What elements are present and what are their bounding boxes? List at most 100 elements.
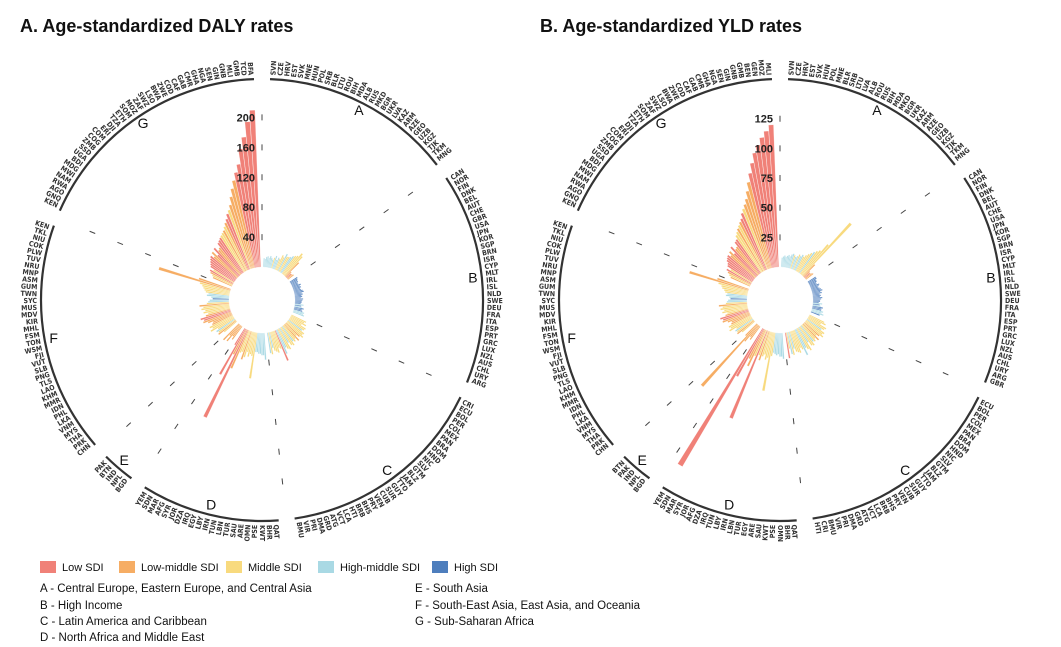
region-letter-g: G	[138, 115, 149, 131]
bar-sur	[279, 327, 293, 346]
bar-ssd	[726, 254, 756, 280]
legend-label: Low SDI	[62, 562, 104, 574]
country-label: NLD	[487, 290, 502, 298]
grid-tick	[207, 374, 213, 380]
country-label: TUV	[544, 254, 560, 264]
country-label: LTU	[336, 76, 348, 90]
bar-bol	[290, 316, 307, 327]
grid-tick	[792, 418, 795, 425]
bar-arg	[292, 311, 305, 317]
bar-esp	[812, 302, 823, 305]
bar-tur	[761, 332, 775, 392]
bar-dnk	[290, 280, 299, 286]
bar-kir	[718, 302, 748, 307]
country-label: TWN	[20, 290, 37, 298]
country-label: TKL	[33, 226, 48, 238]
region-arc-c	[294, 396, 462, 520]
grid-tick	[692, 422, 698, 429]
country-label: IRL	[1003, 269, 1015, 278]
bar-irl	[812, 294, 822, 297]
bar-mne	[267, 255, 272, 268]
country-label: BFA	[246, 62, 255, 76]
country-label: AUS	[477, 358, 493, 370]
bar-vut	[205, 308, 231, 317]
bar-fsm	[201, 304, 230, 311]
bar-kwt	[261, 332, 263, 356]
grid-tick	[191, 360, 197, 366]
country-label: GUM	[21, 282, 38, 291]
bar-col	[807, 316, 827, 330]
bar-swe	[294, 299, 303, 301]
bar-mys	[215, 318, 236, 333]
country-label: ITA	[486, 317, 498, 326]
bar-kwt	[775, 332, 779, 356]
country-label: EGY	[187, 513, 199, 529]
country-label: PSE	[251, 525, 259, 539]
country-label: SVK	[297, 62, 308, 79]
country-label: TUV	[26, 254, 42, 264]
grid-tick	[789, 388, 792, 395]
country-label: LTU	[854, 76, 866, 90]
legend-label: Low-middle SDI	[141, 562, 219, 574]
country-label: SYC	[24, 297, 38, 305]
grid-tick	[89, 230, 96, 234]
bar-fra	[294, 301, 302, 304]
country-label: FJI	[552, 351, 563, 361]
country-label: NIU	[550, 233, 564, 244]
region-letter-g: G	[656, 115, 667, 131]
grid-tick	[742, 349, 747, 355]
bar-hun	[268, 257, 273, 269]
bar-brn	[811, 288, 823, 293]
grid-tick	[608, 231, 615, 235]
chart-title-daly: A. Age-standardized DALY rates	[20, 16, 293, 36]
legend-item-high-middle-sdi: High-middle SDI	[318, 561, 420, 574]
bar-alb	[792, 254, 801, 271]
country-label: NRU	[24, 261, 40, 271]
bar-kgz	[803, 270, 811, 278]
bar-gin	[233, 171, 257, 268]
region-letter-c: C	[382, 462, 392, 478]
bar-ven	[796, 327, 813, 351]
country-label: PSE	[769, 525, 777, 539]
bar-gen	[759, 137, 777, 268]
bar-bgd	[749, 325, 761, 341]
grid-tick	[157, 448, 162, 454]
country-label: FRA	[486, 311, 501, 320]
country-label: FJI	[34, 351, 45, 361]
country-label: SVN	[270, 60, 279, 75]
country-label: POL	[317, 68, 328, 84]
bar-hnd	[804, 320, 824, 338]
bar-gnb	[236, 163, 257, 268]
chart-daly: A. Age-standardized DALY rates SVNCZEHRV…	[20, 16, 503, 542]
country-label: ARE	[236, 524, 245, 539]
bar-mys	[734, 318, 754, 332]
bar-omn	[779, 332, 781, 357]
bar-mli	[238, 148, 258, 268]
country-label: COK	[546, 240, 563, 252]
country-label: GNB	[728, 64, 739, 81]
country-label: GMB	[735, 62, 746, 80]
bar-usa	[292, 285, 302, 291]
bar-col	[288, 317, 307, 331]
radial-tick-label: 120	[237, 172, 255, 184]
radial-tick-label: 200	[237, 112, 255, 124]
country-label: ISL	[1004, 276, 1016, 285]
country-label: GIN	[721, 68, 732, 82]
country-label: BLR	[330, 72, 342, 88]
region-arc-d	[662, 486, 797, 523]
legend-label: Middle SDI	[248, 562, 302, 574]
grid-tick	[710, 360, 716, 366]
bar-blr	[788, 253, 795, 269]
bar-ken	[198, 277, 232, 291]
country-label: BHR	[783, 525, 791, 540]
chart-yld-plot: SVNCZEHRVESTSVKHUNPOLMNEBLRSRBLTULVAALBR…	[538, 59, 1020, 542]
bar-geo	[801, 222, 853, 277]
country-label: MLI	[764, 62, 773, 75]
country-label: MUS	[21, 304, 38, 313]
country-label: MOZ	[756, 59, 765, 76]
bar-syc	[209, 299, 230, 302]
country-label: LUX	[481, 344, 496, 355]
country-label: SAU	[754, 524, 763, 539]
bar-atg	[271, 331, 281, 354]
country-label: HUN	[821, 63, 832, 80]
